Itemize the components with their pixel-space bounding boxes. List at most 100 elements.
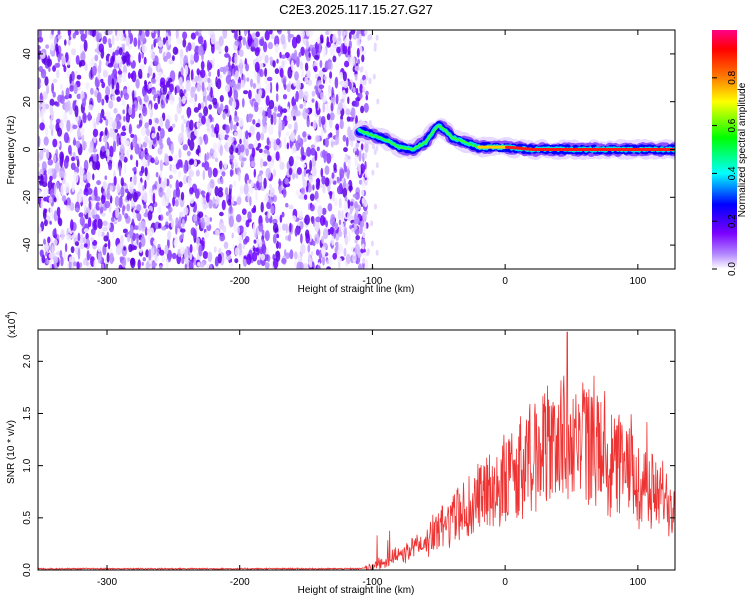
noise-blob (287, 32, 291, 43)
noise-blob (171, 123, 176, 129)
noise-blob (162, 84, 168, 95)
noise-blob (354, 100, 360, 108)
noise-blob (344, 154, 348, 163)
noise-blob (108, 100, 114, 109)
noise-blob (190, 69, 194, 82)
noise-blob (57, 127, 62, 137)
noise-blob (319, 42, 322, 54)
y-tick-label: -20 (22, 190, 33, 205)
noise-blob (143, 192, 147, 203)
noise-blob (140, 220, 146, 232)
noise-blob (337, 209, 342, 220)
noise-blob (147, 231, 151, 243)
noise-blob (61, 195, 67, 202)
noise-blob (183, 119, 187, 124)
noise-blob (253, 205, 257, 213)
noise-blob (229, 144, 234, 155)
noise-blob (131, 218, 135, 226)
noise-blob (293, 81, 297, 87)
noise-blob (353, 146, 357, 152)
noise-blob (51, 82, 54, 94)
noise-blob (200, 190, 206, 195)
noise-blob (213, 126, 217, 134)
noise-blob (212, 167, 218, 178)
noise-blob (107, 30, 113, 35)
noise-blob (347, 96, 350, 105)
noise-blob (109, 185, 114, 192)
noise-blob (87, 217, 92, 228)
noise-blob (170, 218, 175, 228)
noise-blob (204, 161, 210, 171)
noise-blob (343, 247, 347, 257)
snr-x-axis: -300 -200 -100 0 100 (97, 330, 647, 588)
noise-blob (308, 266, 314, 269)
noise-blob (244, 139, 249, 150)
noise-blob (114, 30, 118, 37)
noise-blob (189, 119, 194, 131)
noise-blob (254, 47, 260, 57)
noise-blob (55, 101, 60, 107)
noise-blob (193, 107, 199, 113)
noise-blob (345, 136, 349, 147)
noise-blob (120, 186, 125, 198)
colorbar-tick-label: 0.4 (727, 166, 738, 180)
noise-blob (64, 39, 67, 46)
noise-blob (295, 155, 301, 160)
noise-blob (261, 229, 265, 236)
noise-blob (347, 211, 352, 222)
noise-blob (181, 232, 184, 240)
noise-blob (78, 212, 84, 218)
noise-blob (233, 89, 239, 101)
noise-blob (256, 81, 262, 90)
noise-blob (99, 112, 103, 125)
noise-blob (165, 119, 170, 130)
noise-blob (279, 161, 285, 170)
noise-blob (309, 262, 313, 268)
y-tick-label: 0 (22, 146, 33, 152)
noise-blob (255, 31, 260, 38)
noise-blob (322, 47, 326, 58)
noise-blob (80, 168, 85, 175)
noise-blob (217, 106, 222, 115)
noise-blob (203, 39, 207, 52)
noise-blob (159, 264, 163, 269)
noise-blob (233, 180, 237, 187)
noise-blob (281, 258, 287, 264)
noise-blob (76, 74, 82, 80)
noise-blob (369, 33, 373, 40)
noise-blob (71, 181, 75, 193)
noise-blob (64, 182, 70, 194)
noise-blob (94, 54, 99, 62)
noise-blob (188, 175, 191, 184)
noise-blob (295, 79, 301, 91)
noise-blob (254, 61, 260, 73)
noise-blob (77, 247, 81, 260)
noise-blob (220, 178, 224, 185)
noise-blob (63, 251, 67, 261)
noise-blob (294, 227, 298, 237)
noise-blob (267, 41, 273, 50)
noise-blob (297, 222, 301, 227)
noise-blob (39, 249, 44, 258)
noise-blob (329, 33, 334, 44)
noise-blob (179, 89, 184, 98)
noise-blob (171, 252, 177, 260)
noise-blob (355, 87, 359, 96)
noise-blob (168, 213, 172, 222)
noise-blob (301, 163, 307, 168)
noise-blob (267, 155, 272, 162)
noise-blob (109, 252, 114, 265)
noise-blob (144, 122, 149, 129)
noise-blob (39, 168, 44, 175)
noise-blob (130, 133, 135, 138)
noise-blob (169, 93, 175, 105)
noise-blob (329, 71, 333, 79)
noise-blob (86, 207, 91, 214)
noise-blob (157, 95, 161, 105)
noise-blob (285, 223, 288, 234)
noise-blob (231, 232, 234, 239)
noise-blob (354, 239, 358, 244)
noise-blob (260, 201, 264, 213)
noise-blob (245, 63, 250, 72)
noise-blob (112, 132, 116, 141)
